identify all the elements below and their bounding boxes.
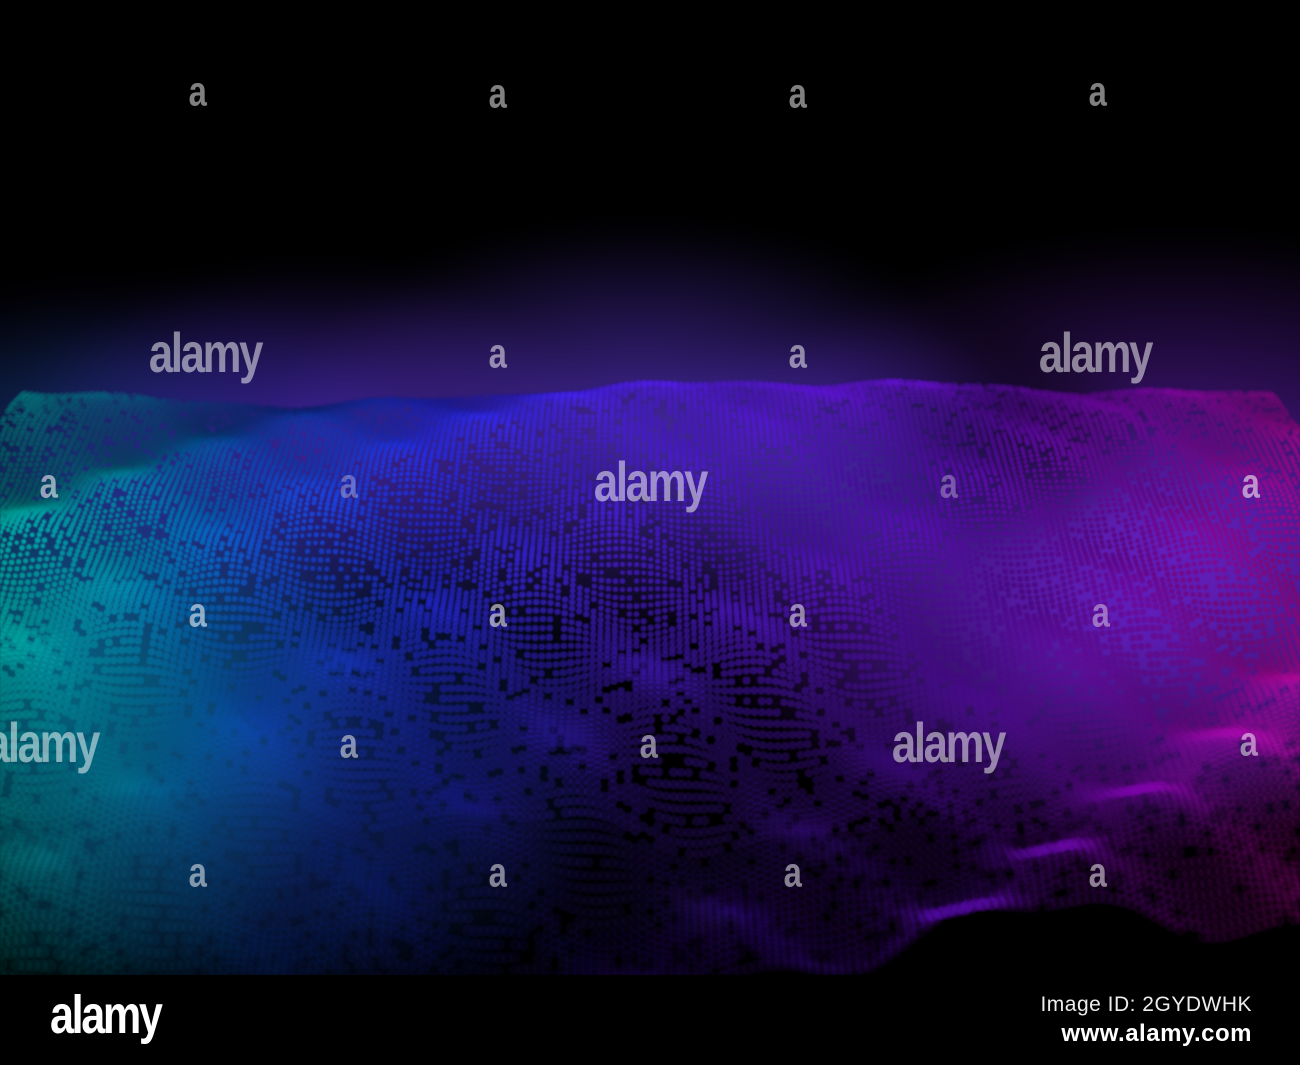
watermark-a: a [488, 329, 507, 377]
watermark-a: a [783, 848, 802, 896]
watermark-alamy: alamy [1038, 320, 1153, 384]
alamy-url: www.alamy.com [1061, 1019, 1252, 1047]
watermark-a: a [639, 719, 658, 767]
alamy-logo: alamy [50, 984, 163, 1045]
watermark-a: a [39, 459, 58, 507]
footer-info: Image ID: 2GYDWHK www.alamy.com [1040, 993, 1252, 1048]
watermark-a: a [1088, 67, 1107, 115]
watermark-a: a [939, 459, 958, 507]
image-id-label: Image ID: 2GYDWHK [1040, 992, 1252, 1016]
watermark-a: a [1241, 459, 1260, 507]
watermark-a: a [1088, 848, 1107, 896]
alamy-footer-bar: alamy Image ID: 2GYDWHK www.alamy.com [0, 975, 1300, 1065]
watermark-a: a [488, 69, 507, 117]
watermark-alamy: alamy [148, 320, 263, 384]
watermark-layer: a a a a alamy a a alamy a a alamy a a a a a a alamy a a alam… [0, 67, 1260, 896]
particle-wave-artwork: a a a a alamy a a alamy a a alamy a a a a a a alamy a a alam… [0, 0, 1300, 975]
watermark-a: a [339, 459, 358, 507]
watermark-a: a [788, 588, 807, 636]
foreground-bokeh-layer [0, 640, 1300, 975]
watermark-alamy: alamy [891, 710, 1006, 774]
watermark-a: a [188, 67, 207, 115]
watermark-a: a [339, 719, 358, 767]
watermark-alamy: alamy [593, 449, 708, 513]
watermark-a: a [1091, 588, 1110, 636]
watermark-a: a [188, 848, 207, 896]
watermark-a: a [1239, 717, 1258, 765]
watermark-a: a [488, 588, 507, 636]
watermark-a: a [788, 329, 807, 377]
watermark-a: a [488, 848, 507, 896]
watermark-a: a [788, 69, 807, 117]
watermark-a: a [188, 588, 207, 636]
watermark-alamy: alamy [0, 710, 100, 774]
